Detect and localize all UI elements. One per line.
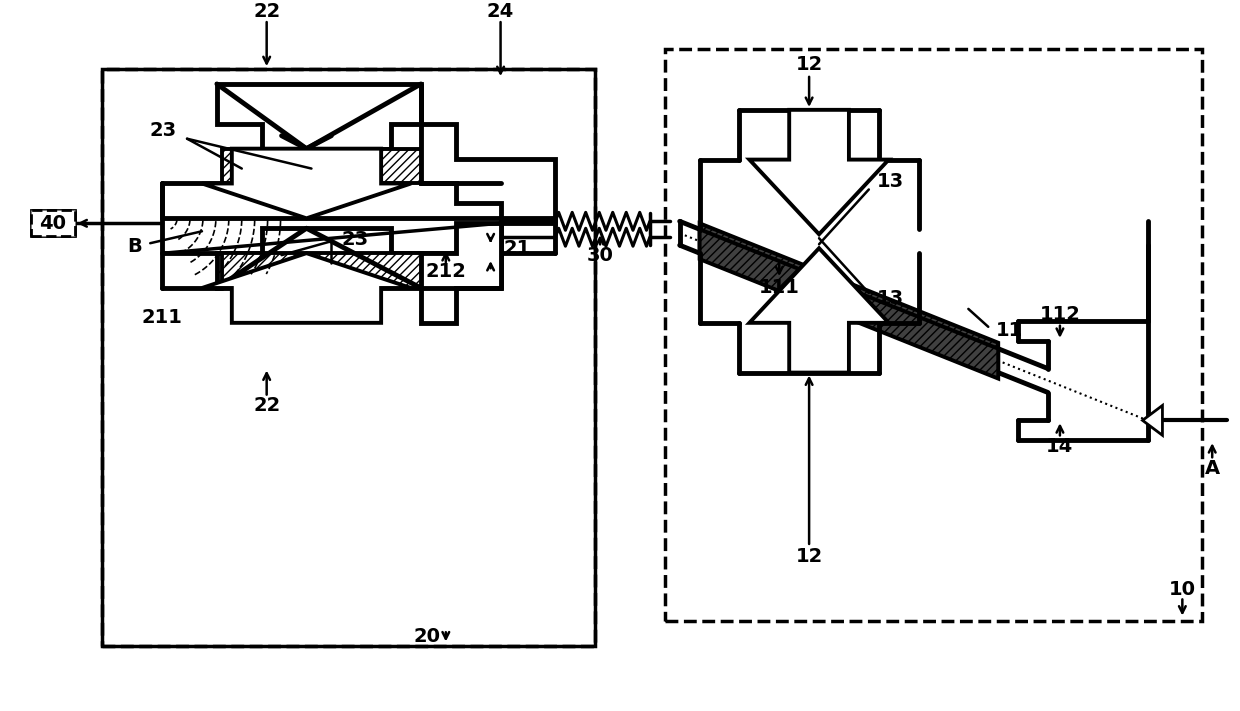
Polygon shape — [699, 223, 998, 373]
Text: 40: 40 — [40, 214, 66, 232]
Bar — [222, 253, 420, 288]
Text: 111: 111 — [759, 277, 800, 296]
Text: 20: 20 — [414, 627, 441, 646]
Polygon shape — [420, 223, 501, 323]
Text: 21: 21 — [503, 239, 531, 257]
Bar — [103, 69, 595, 646]
Text: 13: 13 — [877, 289, 904, 309]
Text: 22: 22 — [253, 2, 280, 21]
Text: 30: 30 — [587, 246, 614, 264]
Polygon shape — [749, 109, 889, 234]
Polygon shape — [217, 84, 420, 149]
Polygon shape — [1142, 405, 1162, 435]
Text: 24: 24 — [487, 2, 515, 21]
Text: 12: 12 — [796, 547, 822, 566]
Polygon shape — [202, 253, 410, 323]
Text: 12: 12 — [796, 55, 822, 73]
Polygon shape — [699, 229, 998, 378]
Text: 112: 112 — [1039, 305, 1080, 324]
Text: 10: 10 — [1169, 580, 1195, 599]
Bar — [31, 210, 74, 236]
Text: 211: 211 — [141, 309, 182, 327]
Polygon shape — [202, 149, 410, 218]
Text: 11: 11 — [996, 321, 1023, 341]
Polygon shape — [420, 84, 556, 223]
Text: 14: 14 — [1047, 437, 1074, 456]
Text: A: A — [1204, 459, 1220, 478]
Text: 23: 23 — [341, 230, 368, 249]
Bar — [665, 49, 1203, 621]
Polygon shape — [749, 248, 889, 373]
Text: 212: 212 — [425, 262, 466, 281]
Text: 13: 13 — [877, 172, 904, 191]
Text: 23: 23 — [150, 122, 177, 140]
Bar — [103, 69, 595, 646]
Bar — [222, 149, 420, 183]
Bar — [31, 210, 74, 236]
Text: 22: 22 — [253, 396, 280, 415]
Text: B: B — [128, 237, 143, 256]
Polygon shape — [217, 228, 420, 288]
